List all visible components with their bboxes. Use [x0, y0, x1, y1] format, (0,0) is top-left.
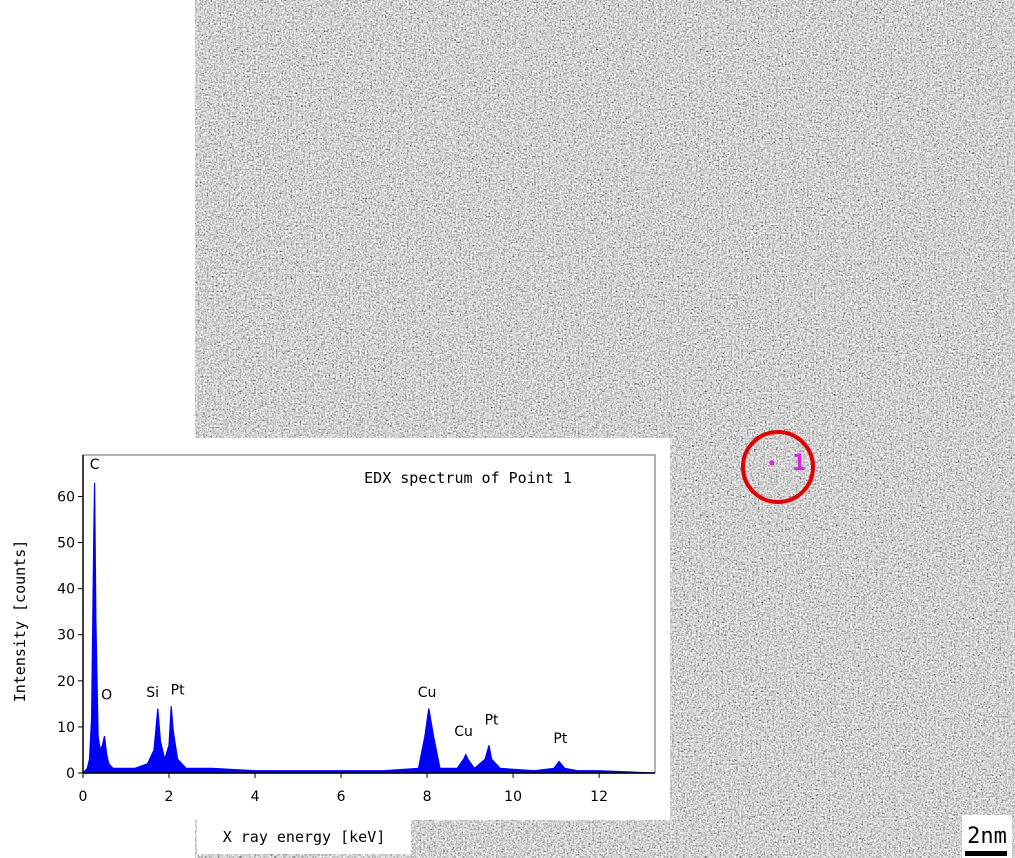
- scale-bar: [965, 851, 1007, 856]
- peak-label: Cu: [418, 685, 437, 701]
- peak-label: Si: [146, 685, 159, 701]
- y-tick-label: 30: [57, 628, 75, 644]
- y-tick-label: 40: [57, 582, 75, 598]
- y-tick-label: 20: [57, 674, 75, 690]
- x-tick-label: 6: [337, 789, 346, 805]
- peak-label: Pt: [485, 713, 499, 729]
- peak-label: Cu: [454, 724, 473, 740]
- peak-label: O: [101, 687, 112, 703]
- x-tick-label: 4: [251, 789, 260, 805]
- x-tick-label: 2: [165, 789, 174, 805]
- x-tick-label: 8: [423, 789, 432, 805]
- x-tick-label: 0: [79, 789, 88, 805]
- scale-label: 2nm: [967, 824, 1007, 849]
- y-tick-label: 0: [66, 766, 75, 782]
- x-label-box: [197, 818, 411, 854]
- chart-title: EDX spectrum of Point 1: [364, 469, 572, 487]
- point-circle: [741, 430, 815, 504]
- peak-label: Pt: [553, 731, 567, 747]
- y-axis-label: Intensity [counts]: [11, 540, 29, 703]
- spectrum: [81, 482, 656, 774]
- point-dot: [769, 460, 775, 466]
- point-label: 1: [792, 451, 805, 476]
- y-tick-label: 60: [57, 489, 75, 505]
- inset-panel: [0, 438, 670, 820]
- peak-label: Pt: [171, 683, 185, 699]
- y-tick-label: 10: [57, 720, 75, 736]
- x-tick-label: 10: [504, 789, 522, 805]
- scale-box: [962, 815, 1012, 858]
- y-tick-label: 50: [57, 536, 75, 552]
- peak-label: C: [90, 457, 100, 473]
- x-tick-label: 12: [590, 789, 608, 805]
- x-axis-label: X ray energy [keV]: [223, 828, 386, 846]
